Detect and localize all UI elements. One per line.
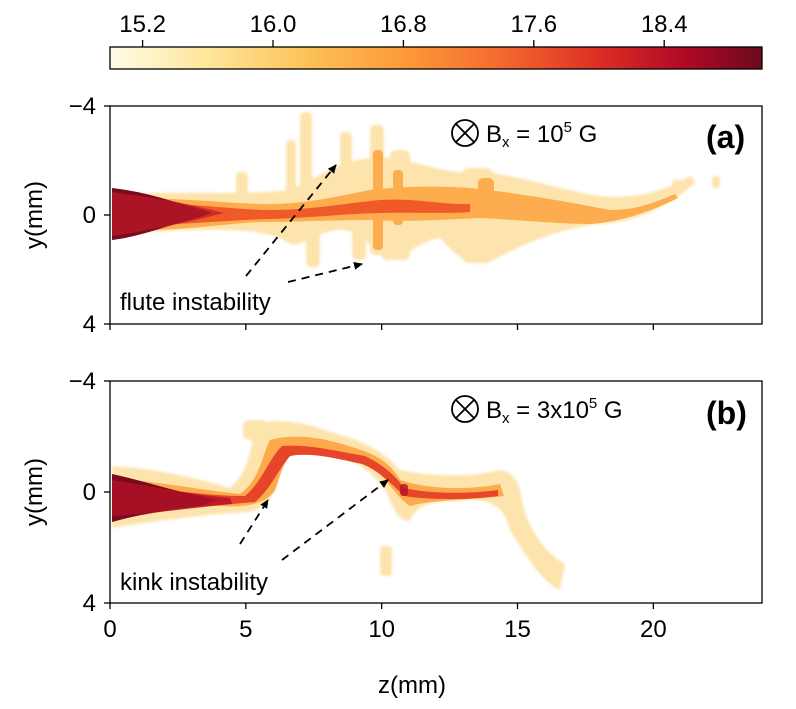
colorbar-ticks: 15.2 16.0 16.8 17.6 18.4: [119, 11, 688, 47]
arrow-kink-1: [239, 499, 269, 545]
field-label-a: Bx = 105 G: [451, 119, 597, 151]
colorbar-tick-label: 16.8: [380, 11, 427, 38]
field-unit-a: G: [572, 121, 597, 148]
into-page-icon: [451, 119, 479, 147]
field-exponent-b: 5: [589, 395, 597, 412]
arrow-flute-1: [245, 164, 337, 277]
panel-a: −4 0 4 y(mm) Bx = 105 G (a) flute instabil…: [21, 93, 763, 338]
y-tick-label: 0: [83, 479, 96, 506]
y-axis-label-b: y(mm): [21, 458, 48, 526]
x-ticks-b: 0 5 10 15 20: [103, 603, 667, 643]
colorbar-tick-label: 18.4: [641, 11, 688, 38]
svg-text:Bx = 105 G: Bx = 105 G: [486, 119, 597, 151]
colorbar-tick-label: 16.0: [250, 11, 297, 38]
field-label-b: Bx = 3x105 G: [451, 395, 623, 427]
x-axis-label: z(mm): [378, 672, 446, 699]
panel-letter-a: (a): [706, 119, 745, 155]
y-tick-label: −4: [69, 93, 96, 120]
arrow-kink-2: [281, 479, 389, 561]
into-page-icon: [451, 395, 479, 423]
y-tick-label: 4: [83, 590, 96, 617]
field-symbol-a: B: [486, 121, 502, 148]
colorbar: 15.2 16.0 16.8 17.6 18.4: [109, 11, 763, 70]
annotation-flute: flute instability: [120, 289, 271, 316]
field-unit-b: G: [597, 397, 622, 424]
x-tick-label: 20: [640, 616, 667, 643]
field-symbol-b: B: [486, 397, 502, 424]
field-subscript-a: x: [502, 134, 510, 151]
arrow-flute-2: [287, 262, 363, 283]
plasma-jet-a: [112, 112, 720, 267]
colorbar-gradient: [109, 46, 763, 70]
svg-text:Bx = 3x105 G: Bx = 3x105 G: [486, 395, 623, 427]
y-ticks-b: −4 0 4: [69, 368, 110, 617]
field-exponent-a: 5: [564, 119, 572, 136]
x-tick-label: 0: [103, 616, 116, 643]
field-subscript-b: x: [502, 410, 510, 427]
x-tick-label: 15: [504, 616, 531, 643]
field-value-b: = 3x10: [510, 397, 589, 424]
y-tick-label: 0: [83, 202, 96, 229]
x-ticks-a: [109, 324, 654, 330]
y-ticks-a: −4 0 4: [69, 93, 110, 338]
plasma-jet-b: [112, 420, 565, 590]
colorbar-tick-label: 17.6: [510, 11, 557, 38]
field-value-a: = 10: [510, 121, 564, 148]
annotation-kink: kink instability: [120, 569, 268, 596]
y-tick-label: 4: [83, 311, 96, 338]
y-tick-label: −4: [69, 368, 96, 395]
panel-b: −404 0 5 10 15 20 y(mm) Bx = 3x105 G (b) kin…: [21, 368, 763, 643]
x-tick-label: 5: [239, 616, 252, 643]
x-tick-label: 10: [368, 616, 395, 643]
colorbar-tick-label: 15.2: [119, 11, 166, 38]
panel-letter-b: (b): [706, 395, 747, 431]
y-axis-label-a: y(mm): [21, 181, 48, 249]
